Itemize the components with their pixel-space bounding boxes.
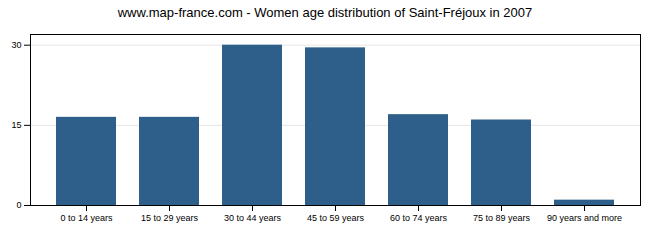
svg-text:75 to 89 years: 75 to 89 years bbox=[473, 213, 531, 223]
svg-text:0: 0 bbox=[16, 200, 21, 210]
svg-text:15 to 29 years: 15 to 29 years bbox=[141, 213, 199, 223]
svg-text:60 to 74 years: 60 to 74 years bbox=[390, 213, 448, 223]
svg-text:0 to 14 years: 0 to 14 years bbox=[60, 213, 113, 223]
html-text:www.map-france.com - Women age: www.map-france.com - Women age distribut… bbox=[117, 5, 533, 20]
svg-text:30: 30 bbox=[11, 40, 21, 50]
svg-text:15: 15 bbox=[11, 120, 21, 130]
svg-text:45 to 59 years: 45 to 59 years bbox=[307, 213, 365, 223]
svg-text:30 to 44 years: 30 to 44 years bbox=[224, 213, 282, 223]
svg-text:90 years and more: 90 years and more bbox=[547, 213, 622, 223]
